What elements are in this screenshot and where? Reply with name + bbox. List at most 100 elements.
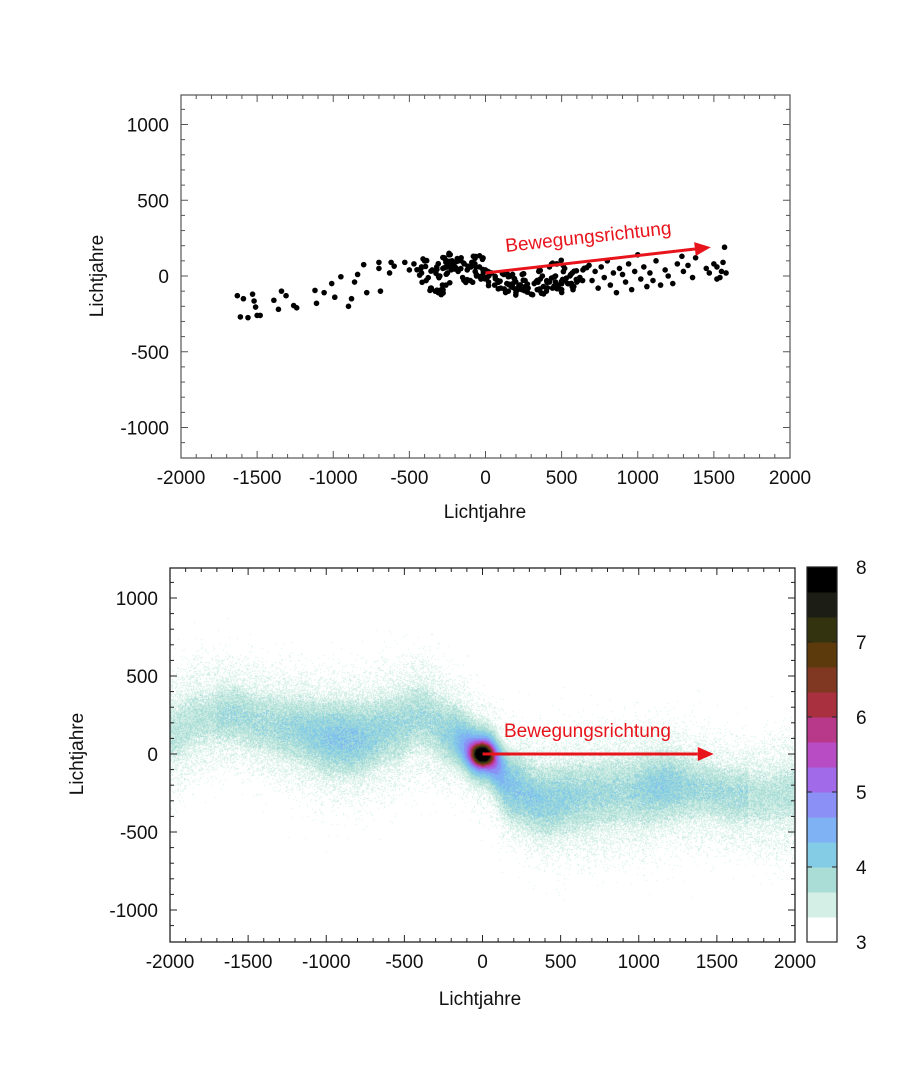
y-tick-label: 500 bbox=[137, 191, 169, 212]
scatter-point bbox=[463, 279, 469, 286]
scatter-point bbox=[482, 276, 488, 282]
scatter-point bbox=[440, 287, 446, 293]
scatter-point bbox=[723, 270, 729, 276]
scatter-point bbox=[552, 279, 559, 285]
scatter-point bbox=[377, 288, 384, 294]
scatter-point bbox=[240, 295, 247, 302]
scatter-point bbox=[480, 255, 486, 261]
scatter-point bbox=[237, 314, 244, 320]
scatter-point bbox=[391, 263, 397, 269]
x-tick-label: 0 bbox=[480, 468, 491, 489]
scatter-point bbox=[533, 278, 539, 285]
scatter-point bbox=[257, 312, 263, 319]
scatter-point bbox=[517, 282, 524, 288]
scatter-point bbox=[376, 259, 382, 266]
scatter-point bbox=[388, 259, 394, 266]
arrow-shaft bbox=[485, 247, 696, 275]
scatter-point bbox=[283, 292, 289, 299]
scatter-point bbox=[451, 266, 458, 272]
scatter-point bbox=[619, 271, 626, 278]
axis-ticks bbox=[180, 95, 791, 458]
scatter-point bbox=[607, 282, 614, 288]
x-tick-label: -2000 bbox=[157, 468, 206, 489]
scatter-point bbox=[485, 282, 492, 289]
scatter-point bbox=[568, 280, 575, 287]
scatter-point bbox=[245, 314, 251, 321]
y-tick-label: -1000 bbox=[120, 419, 169, 440]
scatter-point bbox=[598, 264, 605, 270]
scatter-point bbox=[560, 268, 567, 275]
scatter-point bbox=[692, 255, 699, 261]
scatter-point bbox=[444, 264, 451, 270]
scatter-point bbox=[507, 273, 513, 280]
y-tick-label: 0 bbox=[158, 267, 169, 288]
scatter-point bbox=[446, 279, 453, 286]
x-tick-labels: -2000 -1500 -1000 -500 0 500 1000 1500 2… bbox=[157, 468, 811, 489]
scatter-point bbox=[718, 268, 725, 275]
y-tick-labels: 1000 500 0 -500 -1000 bbox=[120, 116, 169, 440]
scatter-point bbox=[536, 287, 543, 294]
scatter-point bbox=[574, 276, 581, 283]
scatter-point bbox=[416, 272, 423, 278]
scatter-point bbox=[520, 277, 527, 284]
scatter-point bbox=[312, 287, 318, 294]
x-tick-label: -500 bbox=[390, 468, 428, 489]
scatter-point bbox=[637, 276, 644, 282]
scatter-point bbox=[234, 292, 241, 299]
scatter-point bbox=[418, 265, 424, 272]
scatter-point bbox=[520, 270, 527, 277]
scatter-point bbox=[439, 282, 446, 288]
scatter-point bbox=[680, 268, 687, 275]
scatter-point bbox=[402, 259, 408, 266]
scatter-point bbox=[446, 258, 453, 265]
scatter-point bbox=[351, 279, 358, 285]
scatter-point bbox=[512, 292, 519, 298]
scatter-point bbox=[714, 264, 720, 270]
scatter-point bbox=[331, 294, 338, 301]
scatter-point bbox=[422, 263, 429, 270]
scatter-point bbox=[721, 244, 728, 251]
x-tick-label: 500 bbox=[546, 468, 578, 489]
scatter-point bbox=[434, 288, 440, 294]
scatter-point bbox=[622, 279, 629, 285]
scatter-point bbox=[465, 263, 471, 269]
scatter-point bbox=[469, 279, 476, 286]
scatter-point bbox=[249, 291, 256, 297]
scatter-point bbox=[495, 286, 502, 292]
y-tick-label: -500 bbox=[131, 343, 169, 364]
scatter-point bbox=[480, 266, 486, 273]
scatter-point bbox=[411, 261, 417, 267]
scatter-point bbox=[706, 270, 713, 276]
x-axis-label: Lichtjahre bbox=[444, 502, 526, 523]
direction-arrow bbox=[485, 242, 711, 275]
x-tick-label: 2000 bbox=[769, 468, 811, 489]
scatter-point bbox=[601, 274, 608, 281]
scatter-point bbox=[354, 271, 361, 278]
x-tick-label: 1000 bbox=[617, 468, 659, 489]
scatter-point bbox=[321, 289, 327, 296]
scatter-point bbox=[386, 270, 393, 276]
scatter-point bbox=[428, 268, 434, 274]
scatter-point bbox=[529, 291, 536, 298]
scatter-point bbox=[558, 280, 565, 287]
scatter-point bbox=[613, 289, 620, 296]
scatter-point bbox=[720, 259, 726, 266]
density-heatmap bbox=[170, 568, 795, 942]
scatter-point bbox=[703, 265, 710, 272]
scatter-point bbox=[641, 264, 647, 270]
scatter-point bbox=[338, 273, 344, 280]
scatter-point bbox=[345, 303, 352, 310]
scatter-point bbox=[360, 261, 367, 268]
scatter-point bbox=[443, 271, 450, 278]
scatter-point bbox=[293, 305, 300, 311]
scatter-point bbox=[457, 265, 464, 272]
scatter-point bbox=[419, 279, 425, 286]
scatter-point bbox=[570, 286, 576, 293]
scatter-points bbox=[234, 244, 729, 321]
scatter-point bbox=[406, 267, 413, 273]
scatter-point bbox=[653, 258, 659, 264]
scatter-point bbox=[539, 273, 546, 279]
scatter-point bbox=[427, 287, 433, 294]
scatter-point bbox=[497, 278, 503, 284]
